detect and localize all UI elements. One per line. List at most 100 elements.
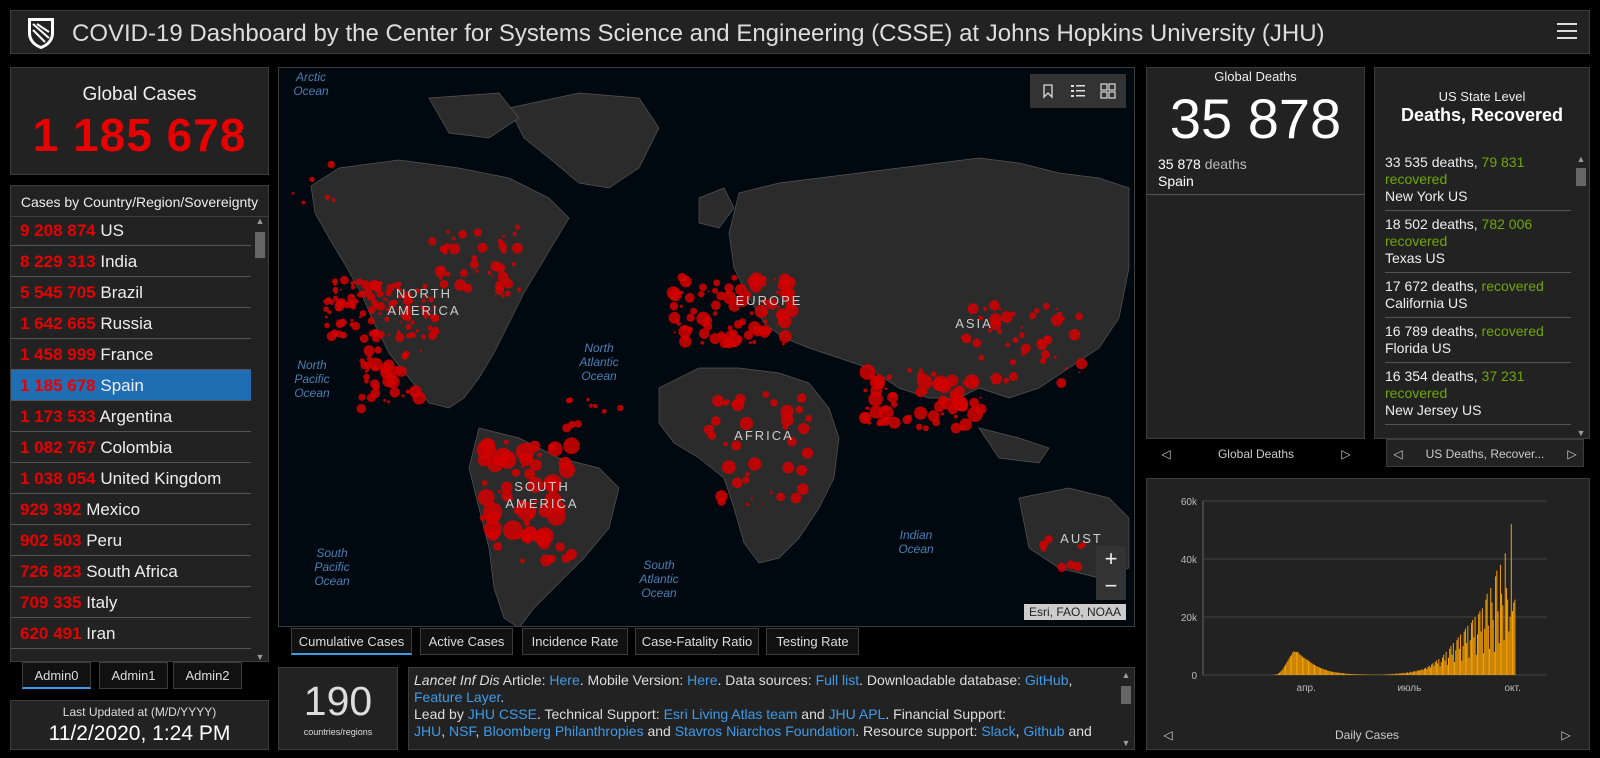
daily-cases-bar[interactable] bbox=[1396, 673, 1398, 675]
case-bubble[interactable] bbox=[463, 283, 473, 293]
feature-layer-link[interactable]: Feature Layer bbox=[414, 689, 501, 705]
daily-cases-bar[interactable] bbox=[1425, 667, 1427, 675]
case-bubble[interactable] bbox=[473, 230, 478, 234]
daily-cases-bar[interactable] bbox=[1433, 665, 1435, 675]
case-bubble[interactable] bbox=[421, 298, 426, 303]
case-bubble[interactable] bbox=[933, 375, 949, 392]
daily-cases-bar[interactable] bbox=[1398, 673, 1400, 675]
case-bubble[interactable] bbox=[397, 308, 401, 311]
case-bubble[interactable] bbox=[617, 404, 624, 412]
case-bubble[interactable] bbox=[395, 286, 400, 291]
case-bubble[interactable] bbox=[335, 319, 345, 329]
case-bubble[interactable] bbox=[760, 280, 767, 287]
case-bubble[interactable] bbox=[679, 304, 683, 308]
case-bubble[interactable] bbox=[365, 378, 368, 381]
case-bubble[interactable] bbox=[766, 298, 778, 310]
tab-active-cases[interactable]: Active Cases bbox=[420, 628, 513, 655]
daily-cases-bar[interactable] bbox=[1282, 668, 1284, 675]
daily-cases-bar[interactable] bbox=[1479, 611, 1481, 675]
case-bubble[interactable] bbox=[493, 542, 503, 551]
case-bubble[interactable] bbox=[732, 477, 743, 489]
case-bubble[interactable] bbox=[393, 300, 398, 305]
daily-cases-bar[interactable] bbox=[1478, 614, 1480, 675]
case-bubble[interactable] bbox=[882, 406, 889, 412]
case-bubble[interactable] bbox=[405, 323, 412, 330]
daily-cases-bar[interactable] bbox=[1475, 654, 1477, 675]
case-bubble[interactable] bbox=[433, 317, 437, 322]
case-bubble[interactable] bbox=[324, 322, 330, 329]
daily-cases-bar[interactable] bbox=[1420, 669, 1422, 675]
case-bubble[interactable] bbox=[915, 423, 923, 431]
daily-cases-bar[interactable] bbox=[1285, 664, 1287, 675]
case-bubble[interactable] bbox=[700, 341, 705, 345]
case-bubble[interactable] bbox=[744, 291, 752, 299]
daily-cases-bar[interactable] bbox=[1502, 605, 1504, 675]
case-bubble[interactable] bbox=[520, 558, 525, 564]
daily-cases-bar[interactable] bbox=[1504, 553, 1506, 675]
case-bubble[interactable] bbox=[563, 437, 580, 455]
case-bubble[interactable] bbox=[1034, 308, 1040, 314]
case-bubble[interactable] bbox=[561, 553, 571, 563]
daily-cases-bar[interactable] bbox=[1414, 670, 1416, 675]
daily-cases-bar[interactable] bbox=[1295, 652, 1297, 675]
daily-cases-bar[interactable] bbox=[1487, 625, 1489, 675]
case-bubble[interactable] bbox=[953, 403, 957, 408]
country-row[interactable]: 929 392 Mexico bbox=[11, 494, 251, 525]
daily-cases-bar[interactable] bbox=[1320, 668, 1322, 675]
case-bubble[interactable] bbox=[503, 278, 514, 289]
daily-cases-bar[interactable] bbox=[1467, 625, 1469, 675]
case-bubble[interactable] bbox=[1009, 359, 1017, 366]
daily-cases-bar[interactable] bbox=[1358, 674, 1360, 675]
daily-cases-bar[interactable] bbox=[1338, 672, 1340, 675]
case-bubble[interactable] bbox=[419, 305, 423, 308]
case-bubble[interactable] bbox=[367, 317, 375, 325]
daily-cases-bar[interactable] bbox=[1329, 671, 1331, 675]
daily-cases-bar[interactable] bbox=[1333, 672, 1335, 675]
case-bubble[interactable] bbox=[988, 328, 992, 333]
daily-cases-bar[interactable] bbox=[1303, 657, 1305, 675]
case-bubble[interactable] bbox=[533, 499, 538, 504]
case-bubble[interactable] bbox=[712, 311, 718, 316]
case-bubble[interactable] bbox=[423, 313, 429, 319]
case-bubble[interactable] bbox=[742, 476, 750, 484]
case-bubble[interactable] bbox=[723, 441, 728, 447]
case-bubble[interactable] bbox=[333, 295, 339, 301]
tab-case-fatality-ratio[interactable]: Case-Fatality Ratio bbox=[635, 628, 759, 655]
case-bubble[interactable] bbox=[778, 330, 792, 343]
case-bubble[interactable] bbox=[889, 392, 896, 399]
case-bubble[interactable] bbox=[448, 243, 461, 255]
basemap-gallery-icon[interactable] bbox=[1100, 83, 1116, 99]
case-bubble[interactable] bbox=[477, 489, 495, 506]
case-bubble[interactable] bbox=[356, 291, 364, 298]
daily-cases-bar[interactable] bbox=[1417, 670, 1419, 675]
case-bubble[interactable] bbox=[359, 358, 365, 364]
daily-cases-bar[interactable] bbox=[1364, 674, 1366, 675]
daily-cases-bar[interactable] bbox=[1468, 657, 1470, 675]
case-bubble[interactable] bbox=[1053, 355, 1057, 359]
case-bubble[interactable] bbox=[1020, 326, 1023, 329]
case-bubble[interactable] bbox=[512, 231, 517, 236]
scroll-down-arrow-icon[interactable]: ▼ bbox=[1121, 738, 1131, 748]
case-bubble[interactable] bbox=[673, 331, 676, 334]
case-bubble[interactable] bbox=[725, 330, 735, 339]
case-bubble[interactable] bbox=[712, 394, 725, 407]
case-bubble[interactable] bbox=[669, 288, 682, 302]
daily-cases-bar[interactable] bbox=[1361, 674, 1363, 675]
daily-cases-bar[interactable] bbox=[1362, 674, 1364, 675]
case-bubble[interactable] bbox=[805, 415, 813, 422]
case-bubble[interactable] bbox=[414, 288, 420, 294]
country-row[interactable]: 8 229 313 India bbox=[11, 246, 251, 277]
case-bubble[interactable] bbox=[356, 404, 366, 414]
tab-cumulative-cases[interactable]: Cumulative Cases bbox=[291, 628, 412, 655]
case-bubble[interactable] bbox=[350, 280, 356, 286]
case-bubble[interactable] bbox=[511, 262, 517, 267]
case-bubble[interactable] bbox=[359, 310, 367, 317]
case-bubble[interactable] bbox=[574, 420, 582, 428]
daily-cases-bar[interactable] bbox=[1456, 640, 1458, 675]
daily-cases-bar[interactable] bbox=[1300, 655, 1302, 675]
daily-cases-bar[interactable] bbox=[1327, 670, 1329, 675]
daily-cases-bar[interactable] bbox=[1356, 674, 1358, 675]
case-bubble[interactable] bbox=[733, 345, 736, 348]
case-bubble[interactable] bbox=[340, 331, 347, 339]
case-bubble[interactable] bbox=[327, 310, 332, 315]
